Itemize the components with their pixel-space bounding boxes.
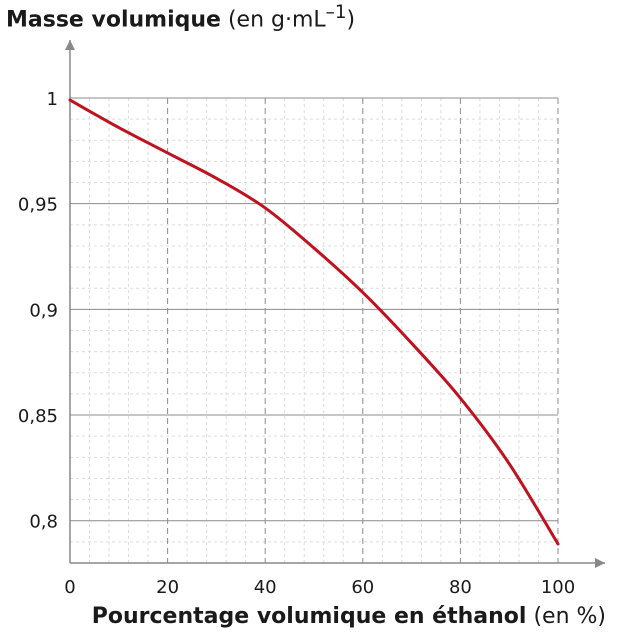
y-axis-unit: (en g·mL: [227, 7, 326, 33]
y-tick-label: 0,8: [29, 512, 58, 533]
x-axis-title: Pourcentage volumique en éthanol (en %): [92, 604, 606, 629]
y-axis-arrow: [65, 40, 75, 50]
x-tick-label: 0: [64, 577, 75, 598]
y-axis-title: Masse volumique (en g·mL–1): [6, 2, 355, 32]
y-axis-unit-close: ): [346, 7, 356, 33]
x-tick-label: 40: [254, 577, 277, 598]
x-tick-label: 80: [449, 577, 472, 598]
x-tick-label: 60: [351, 577, 374, 598]
x-axis-unit: (en %): [533, 604, 606, 629]
x-tick-label: 100: [541, 577, 575, 598]
x-axis-arrow: [595, 558, 605, 568]
y-tick-label: 0,85: [18, 406, 58, 427]
y-axis-unit-exponent: –1: [325, 2, 347, 23]
x-tick-label: 20: [156, 577, 179, 598]
series-line: [68, 98, 560, 546]
x-axis-label: Pourcentage volumique en éthanol: [91, 604, 527, 629]
y-tick-label: 0,9: [29, 300, 58, 321]
y-axis-label: Masse volumique: [6, 7, 221, 33]
y-tick-label: 1: [47, 89, 58, 110]
y-tick-label: 0,95: [18, 195, 58, 216]
